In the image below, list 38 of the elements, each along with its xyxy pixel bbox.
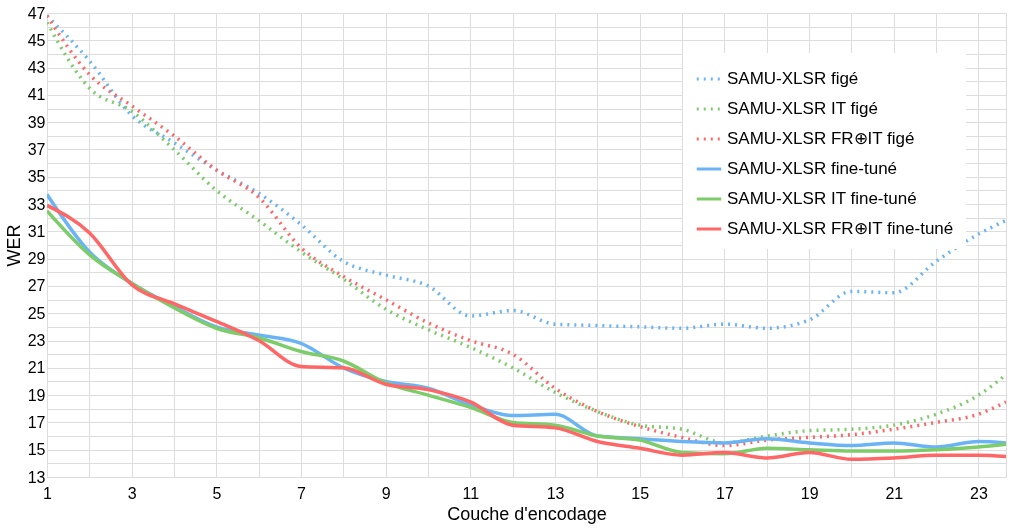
y-tick-label: 47 — [27, 4, 46, 22]
y-tick-label: 21 — [27, 359, 46, 377]
y-tick-label: 25 — [27, 304, 46, 322]
x-tick-label: 15 — [631, 484, 650, 502]
y-tick-label: 15 — [27, 441, 46, 459]
y-tick-label: 39 — [27, 113, 46, 131]
y-tick-label: 37 — [27, 140, 46, 158]
x-tick-label: 17 — [716, 484, 734, 502]
x-tick-label: 1 — [43, 484, 53, 502]
y-axis-title: WER — [3, 224, 24, 267]
y-tick-label: 29 — [27, 250, 46, 268]
legend-label: SAMU-XLSR figé — [727, 69, 859, 88]
legend-label: SAMU-XLSR FR⊕IT fine-tuné — [727, 219, 954, 238]
x-tick-label: 3 — [127, 484, 137, 502]
y-tick-label: 35 — [27, 168, 46, 186]
legend-label: SAMU-XLSR fine-tuné — [727, 159, 898, 178]
legend-label: SAMU-XLSR IT figé — [727, 99, 878, 118]
x-tick-label: 7 — [297, 484, 307, 502]
x-tick-label: 9 — [381, 484, 391, 502]
y-tick-label: 27 — [27, 277, 46, 295]
y-tick-label: 43 — [27, 59, 46, 77]
x-tick-label: 23 — [970, 484, 988, 502]
x-tick-label: 13 — [546, 484, 565, 502]
y-tick-label: 23 — [27, 332, 46, 350]
x-tick-label: 19 — [800, 484, 819, 502]
legend-label: SAMU-XLSR IT fine-tuné — [727, 189, 917, 208]
x-tick-label: 21 — [885, 484, 904, 502]
y-tick-label: 41 — [27, 86, 46, 104]
y-tick-label: 45 — [27, 31, 46, 49]
legend-label: SAMU-XLSR FR⊕IT figé — [727, 129, 915, 148]
y-tick-label: 33 — [27, 195, 46, 213]
y-tick-label: 13 — [27, 468, 46, 486]
x-tick-label: 11 — [462, 484, 480, 502]
y-tick-label: 19 — [27, 386, 46, 404]
y-tick-label: 17 — [27, 413, 46, 431]
x-axis-title: Couche d'encodage — [447, 503, 607, 524]
x-tick-label: 5 — [212, 484, 222, 502]
y-tick-label: 31 — [27, 222, 46, 240]
